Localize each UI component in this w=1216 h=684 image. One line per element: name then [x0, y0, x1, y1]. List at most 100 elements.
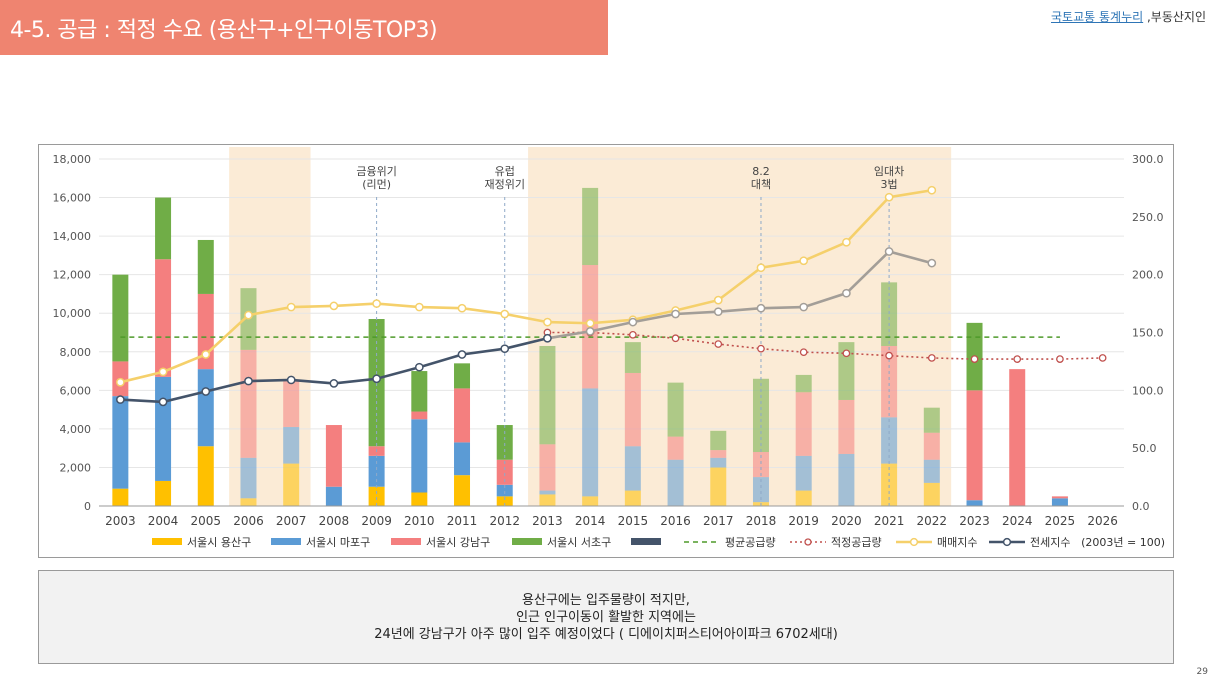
- bar-seocho: [112, 274, 129, 362]
- legend-swatch-seocho: [512, 538, 542, 545]
- bar-seocho: [539, 345, 556, 445]
- annotation-text: 임대차: [874, 165, 904, 178]
- bar-gangnam: [283, 380, 300, 427]
- legend-label: 적정공급량: [831, 536, 882, 549]
- y-tick-label: 4,000: [60, 423, 92, 436]
- legend-swatch-yongsan: [152, 538, 182, 545]
- x-tick-label: 2023: [959, 514, 990, 528]
- x-tick-label: 2012: [489, 514, 520, 528]
- bar-gangnam: [966, 390, 983, 501]
- bar-mapo: [112, 396, 129, 489]
- bar-seocho: [795, 374, 812, 393]
- bar-yongsan: [454, 475, 471, 506]
- bar-mapo: [368, 455, 385, 487]
- bar-seocho: [710, 430, 727, 451]
- bar-seocho: [881, 282, 898, 346]
- bar-seocho: [411, 371, 428, 412]
- x-tick-label: 2003: [105, 514, 136, 528]
- point-jeonse: [927, 258, 937, 268]
- point-sale: [799, 256, 809, 266]
- y-tick-label: 14,000: [53, 230, 92, 243]
- bar-gangnam: [795, 392, 812, 456]
- point-jeonse: [457, 350, 467, 359]
- y-tick-label: 6,000: [60, 384, 92, 397]
- source-credit: 국토교통 통계누리 ,부동산지인: [1051, 8, 1206, 25]
- x-tick-label: 2006: [233, 514, 264, 528]
- y2-tick-label: 100.0: [1132, 384, 1164, 397]
- bar-yongsan: [368, 486, 385, 506]
- annotation-text: 유럽: [495, 164, 515, 178]
- point-sale: [585, 318, 595, 328]
- point-jeonse: [372, 374, 381, 384]
- legend-marker-proper: [804, 538, 812, 546]
- bar-yongsan: [112, 488, 129, 506]
- bar-mapo: [838, 453, 855, 506]
- point-sale: [244, 310, 253, 320]
- y-tick-label: 18,000: [53, 153, 92, 166]
- point-proper: [799, 348, 808, 357]
- bar-gangnam: [838, 399, 855, 454]
- point-jeonse: [585, 326, 595, 336]
- legend-label: 매매지수: [937, 536, 977, 549]
- bar-mapo: [624, 446, 641, 491]
- bar-gangnam: [539, 444, 556, 491]
- annotation-text: 금융위기: [356, 165, 396, 178]
- bar-yongsan: [881, 463, 898, 506]
- bar-yongsan: [411, 492, 428, 506]
- point-sale: [756, 263, 766, 273]
- bar-yongsan: [624, 490, 641, 506]
- y-tick-label: 0: [84, 500, 91, 513]
- x-tick-label: 2013: [532, 514, 563, 528]
- legend-swatch-jeonse: [631, 538, 661, 545]
- bar-mapo: [1051, 498, 1068, 506]
- source-suffix: ,부동산지인: [1143, 10, 1206, 24]
- bar-seocho: [667, 382, 684, 437]
- line-sale: [120, 302, 548, 384]
- x-tick-label: 2025: [1045, 514, 1076, 528]
- point-jeonse: [201, 387, 211, 396]
- note-line-1: 용산구에는 입주물량이 적지만,: [522, 592, 690, 608]
- point-sale: [884, 192, 894, 202]
- bar-gangnam: [411, 411, 428, 420]
- legend-label: 전세지수: [1030, 536, 1070, 549]
- point-proper: [842, 349, 851, 358]
- point-proper: [927, 354, 936, 362]
- x-tick-label: 2024: [1002, 514, 1033, 528]
- x-tick-label: 2005: [190, 514, 221, 528]
- y-tick-label: 16,000: [53, 192, 92, 205]
- bar-yongsan: [496, 496, 513, 506]
- point-sale: [457, 303, 467, 313]
- y-tick-label: 12,000: [53, 269, 92, 282]
- legend-label: 서울시 강남구: [426, 536, 490, 549]
- point-jeonse: [884, 247, 894, 256]
- point-sale: [500, 309, 510, 319]
- legend-marker-sale: [909, 537, 919, 547]
- bar-seocho: [496, 425, 513, 460]
- bar-gangnam: [923, 432, 940, 460]
- y-tick-label: 8,000: [60, 346, 92, 359]
- note-line-3: 24년에 강남구가 아주 많이 입주 예정이었다 ( 디에이치퍼스티어아이파크 …: [374, 626, 838, 642]
- bar-gangnam: [752, 452, 769, 478]
- source-link[interactable]: 국토교통 통계누리: [1051, 10, 1144, 24]
- y-tick-label: 10,000: [53, 307, 92, 320]
- bar-gangnam: [155, 259, 172, 377]
- point-proper: [885, 351, 893, 360]
- y-tick-label: 2,000: [60, 461, 92, 474]
- annotation-text: 3법: [881, 178, 898, 191]
- legend-label: 서울시 마포구: [306, 536, 370, 549]
- bar-yongsan: [923, 482, 940, 506]
- point-jeonse: [671, 309, 680, 319]
- bar-seocho: [454, 363, 471, 389]
- point-proper: [714, 340, 723, 348]
- bar-gangnam: [667, 436, 684, 460]
- y2-tick-label: 300.0: [1132, 153, 1164, 166]
- point-jeonse: [842, 288, 851, 298]
- supply-demand-chart: 0 2,000 4,000 6,000 8,000 10,000 12,000 14,000 1…: [53, 147, 1165, 549]
- bar-mapo: [240, 457, 257, 499]
- page-number: 29: [1196, 667, 1208, 677]
- x-tick-label: 2021: [874, 514, 905, 528]
- legend-label: 평균공급량: [725, 536, 776, 549]
- point-jeonse: [244, 376, 253, 386]
- bar-mapo: [582, 388, 599, 497]
- legend-label: 서울시 용산구: [187, 536, 251, 549]
